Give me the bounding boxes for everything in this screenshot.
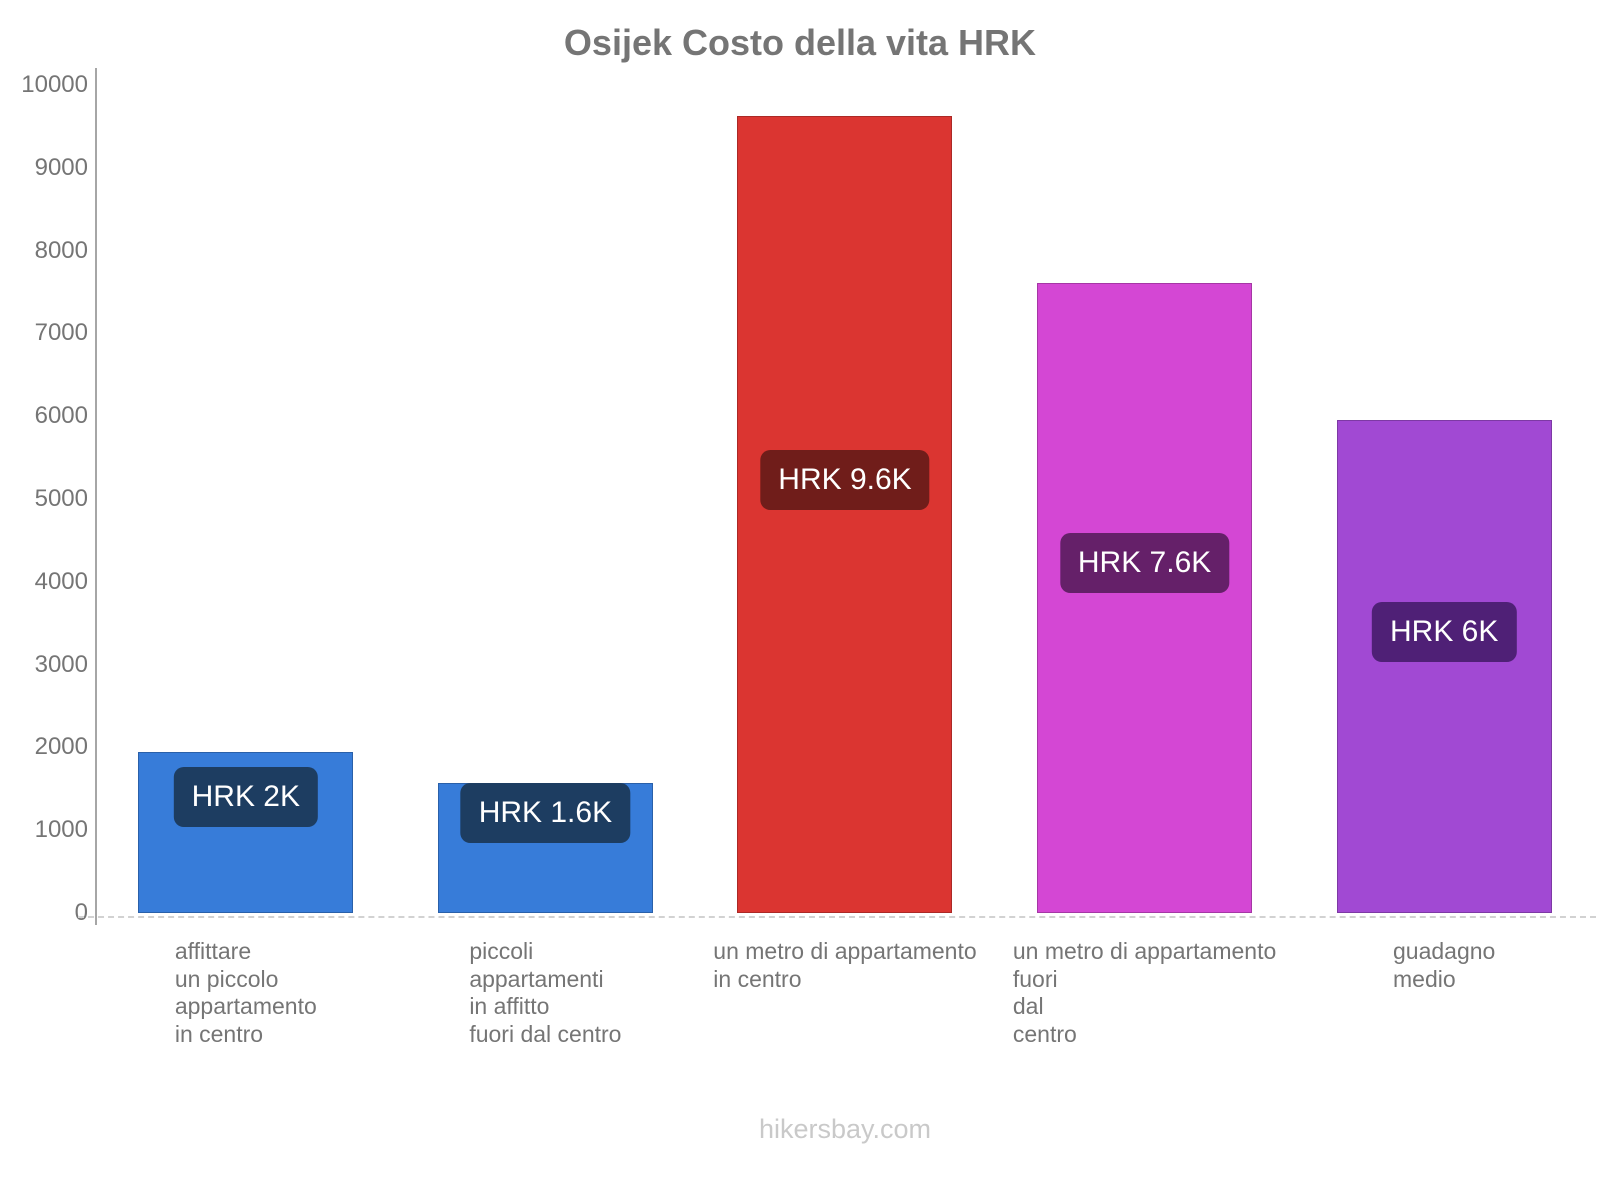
- bar-cell: HRK 2K: [96, 85, 396, 913]
- bar-3: HRK 9.6K: [737, 116, 953, 913]
- bar-value-label: HRK 9.6K: [760, 449, 930, 510]
- x-category-cell: affittare un piccolo appartamento in cen…: [96, 938, 396, 1048]
- bar-cell: HRK 7.6K: [995, 85, 1295, 913]
- y-tick-label: 5000: [34, 485, 88, 512]
- x-category-label: affittare un piccolo appartamento in cen…: [174, 938, 317, 1047]
- y-tick-label: 2000: [34, 733, 88, 761]
- x-category-cell: guadagno medio: [1294, 938, 1594, 1048]
- y-axis-line: [95, 68, 97, 925]
- chart-title: Osijek Costo della vita HRK: [563, 22, 1037, 63]
- x-category-cell: un metro di appartamento fuori dal centr…: [995, 938, 1295, 1048]
- x-category-label: un metro di appartamento in centro: [713, 938, 977, 992]
- y-tick-label: 7000: [34, 319, 88, 347]
- y-tick-label: 6000: [34, 402, 88, 430]
- plot-area: HRK 2K HRK 1.6K HRK 9.6K HRK 7.6K HRK 6K: [96, 85, 1594, 913]
- bar-1: HRK 2K: [138, 751, 354, 913]
- y-tick-label: 9000: [34, 153, 88, 181]
- y-tick-label: 1000: [34, 816, 88, 844]
- y-tick-label: 4000: [34, 567, 88, 595]
- bar-4: HRK 7.6K: [1037, 282, 1253, 913]
- bar-cell: HRK 6K: [1294, 85, 1594, 913]
- bar-value-label: HRK 6K: [1371, 601, 1517, 662]
- y-tick-label: 8000: [34, 236, 88, 264]
- y-tick-label: 0: [74, 899, 88, 926]
- x-axis-baseline: [78, 916, 1596, 918]
- x-category-label: piccoli appartamenti in affitto fuori da…: [469, 938, 622, 1047]
- y-tick-label: 10000: [21, 71, 88, 98]
- x-axis-labels: affittare un piccolo appartamento in cen…: [96, 938, 1594, 1048]
- bar-cell: HRK 1.6K: [396, 85, 696, 913]
- bar-value-label: HRK 2K: [173, 767, 318, 828]
- x-category-label: un metro di appartamento fuori dal centr…: [1012, 938, 1277, 1047]
- x-category-label: guadagno medio: [1393, 938, 1496, 992]
- bar-5: HRK 6K: [1336, 420, 1552, 913]
- watermark: hikersbay.com: [758, 1114, 932, 1144]
- bar-value-label: HRK 7.6K: [1059, 532, 1230, 593]
- x-category-cell: un metro di appartamento in centro: [695, 938, 995, 1048]
- bar-cell: HRK 9.6K: [695, 85, 995, 913]
- bar-value-label: HRK 1.6K: [460, 783, 631, 844]
- x-category-cell: piccoli appartamenti in affitto fuori da…: [396, 938, 696, 1048]
- y-tick-label: 3000: [34, 650, 88, 678]
- bar-2: HRK 1.6K: [437, 783, 653, 913]
